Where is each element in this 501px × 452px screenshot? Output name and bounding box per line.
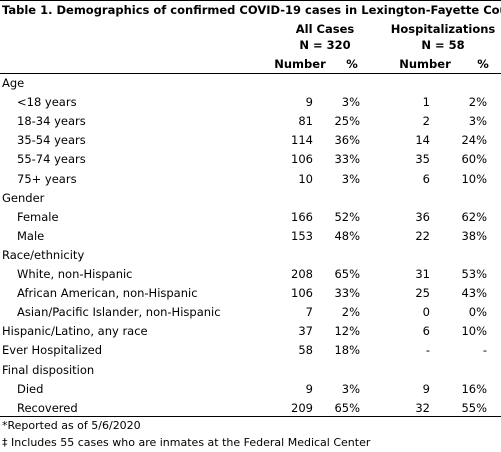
- column-header: %: [477, 57, 489, 71]
- cell: 36%: [334, 133, 360, 148]
- row-label: Final disposition: [2, 362, 95, 377]
- column-header: %: [346, 57, 358, 71]
- cell: 9: [422, 381, 430, 396]
- cell: 3%: [468, 114, 487, 129]
- row-label: 75+ years: [17, 171, 77, 186]
- title: Table 1. Demographics of confirmed COVID…: [2, 3, 501, 17]
- row-label: Gender: [2, 190, 45, 205]
- cell: 37: [298, 324, 313, 339]
- cell: 24%: [461, 133, 487, 148]
- cell: 208: [291, 267, 313, 281]
- cell: 9: [305, 381, 313, 396]
- cell: -: [425, 343, 430, 358]
- cell: 38%: [461, 228, 487, 243]
- row-label: Died: [17, 381, 44, 396]
- row-label: Recovered: [17, 400, 78, 415]
- cell: 31: [415, 267, 430, 281]
- cell: 1: [422, 95, 430, 110]
- cell: 65%: [334, 400, 360, 415]
- cell: 10%: [461, 171, 487, 186]
- cell: 153: [291, 228, 313, 243]
- cell: 43%: [461, 286, 487, 301]
- cell: 2%: [468, 95, 487, 110]
- footnote: *Reported as of 5/6/2020: [2, 419, 141, 432]
- cell: 3%: [341, 95, 360, 110]
- cell: 33%: [334, 152, 360, 167]
- cell: 14: [415, 133, 430, 148]
- cell: 48%: [334, 228, 360, 243]
- cell: 9: [305, 95, 313, 110]
- cell: 0%: [468, 305, 487, 320]
- cell: 25%: [334, 114, 360, 129]
- cell: 52%: [334, 209, 360, 224]
- rule: [0, 73, 501, 74]
- cell: 0: [422, 305, 430, 320]
- cell: 7: [305, 305, 313, 320]
- row-label: Male: [17, 228, 45, 243]
- cell: 10: [298, 171, 313, 186]
- row-label: Ever Hospitalized: [2, 343, 103, 358]
- cell: 55%: [461, 400, 487, 415]
- cell: 18%: [334, 343, 360, 358]
- rule: [0, 0, 501, 1]
- cell: 106: [291, 152, 313, 167]
- cell: 12%: [334, 324, 360, 339]
- cell: 22: [415, 228, 430, 243]
- cell: 209: [291, 400, 313, 415]
- cell: 2: [422, 114, 430, 129]
- cell: 114: [291, 133, 313, 148]
- cell: 16%: [461, 381, 487, 396]
- cell: 2%: [341, 305, 360, 320]
- cell: 60%: [461, 152, 487, 167]
- column-header: Number: [274, 57, 326, 71]
- cell: 58: [298, 343, 313, 358]
- cell: 166: [291, 209, 313, 224]
- column-header: Number: [399, 57, 451, 71]
- cell: 81: [298, 114, 313, 129]
- cell: 6: [422, 171, 430, 186]
- cell: 32: [415, 400, 430, 415]
- row-label: <18 years: [17, 95, 77, 110]
- group-n: N = 58: [421, 38, 465, 52]
- cell: 3%: [341, 381, 360, 396]
- row-label: 35-54 years: [17, 133, 86, 148]
- row-label: Asian/Pacific Islander, non-Hispanic: [17, 305, 221, 320]
- cell: 35: [415, 152, 430, 167]
- row-label: Female: [17, 209, 59, 224]
- group-n: N = 320: [299, 38, 351, 52]
- cell: 36: [415, 209, 430, 224]
- cell: 62%: [461, 209, 487, 224]
- cell: 65%: [334, 267, 360, 281]
- row-label: 18-34 years: [17, 114, 86, 129]
- cell: 53%: [461, 267, 487, 281]
- cell: 10%: [461, 324, 487, 339]
- group-name: All Cases: [295, 22, 355, 36]
- rule: [0, 416, 501, 417]
- cell: 3%: [341, 171, 360, 186]
- row-label: 55-74 years: [17, 152, 86, 167]
- cell: 6: [422, 324, 430, 339]
- cell: 33%: [334, 286, 360, 301]
- row-label: Age: [2, 76, 25, 90]
- row-label: African American, non-Hispanic: [17, 286, 198, 301]
- footnote: ‡ Includes 55 cases who are inmates at t…: [2, 436, 371, 449]
- cell: 106: [291, 286, 313, 301]
- row-label: Hispanic/Latino, any race: [2, 324, 148, 339]
- group-name: Hospitalizations: [390, 22, 496, 36]
- row-label: White, non-Hispanic: [17, 267, 133, 281]
- cell: -: [482, 343, 487, 358]
- row-label: Race/ethnicity: [2, 247, 85, 262]
- cell: 25: [415, 286, 430, 301]
